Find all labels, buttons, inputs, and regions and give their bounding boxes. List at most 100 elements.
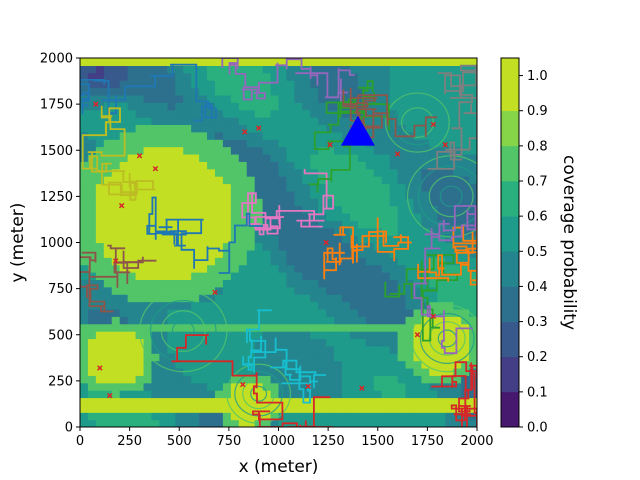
y-tick-label: 500	[48, 328, 73, 343]
heatmap-cell	[373, 131, 383, 140]
heatmap-cell	[453, 235, 462, 244]
heatmap-cell	[119, 94, 129, 103]
heatmap-cell	[389, 279, 399, 288]
heatmap-cell	[286, 264, 295, 273]
heatmap-cell	[365, 404, 375, 413]
heatmap-cell	[405, 65, 415, 74]
heatmap-cell	[413, 242, 423, 251]
heatmap-cell	[429, 331, 438, 340]
heatmap-cell	[143, 242, 153, 251]
heatmap-cell	[357, 198, 367, 207]
heatmap-cell	[397, 419, 407, 427]
heatmap-cell	[119, 235, 129, 244]
heatmap-cell	[167, 94, 176, 103]
heatmap-cell	[262, 87, 272, 96]
heatmap-cell	[413, 161, 423, 170]
heatmap-cell	[349, 220, 359, 229]
heatmap-cell	[469, 65, 477, 74]
heatmap-cell	[318, 286, 327, 295]
heatmap-cell	[413, 117, 423, 126]
heatmap-cell	[270, 102, 280, 111]
heatmap-cell	[119, 198, 129, 207]
heatmap-cell	[103, 353, 113, 362]
heatmap-cell	[159, 235, 168, 244]
heatmap-cell	[389, 235, 399, 244]
heatmap-cell	[286, 102, 295, 111]
heatmap-cell	[159, 404, 168, 413]
heatmap-cell	[437, 404, 446, 413]
heatmap-cell	[254, 272, 264, 280]
heatmap-cell	[175, 131, 184, 140]
heatmap-cell	[349, 360, 359, 369]
heatmap-cell	[445, 153, 454, 162]
heatmap-cell	[87, 205, 97, 214]
heatmap-cell	[270, 404, 280, 413]
heatmap-cell	[373, 176, 383, 185]
heatmap-cell	[135, 390, 145, 399]
heatmap-cell	[302, 308, 311, 317]
heatmap-cell	[342, 198, 351, 207]
heatmap-cell	[119, 323, 129, 332]
heatmap-cell	[286, 294, 295, 303]
heatmap-cell	[262, 360, 272, 369]
heatmap-cell	[175, 190, 184, 199]
uav-trajectory	[221, 58, 355, 103]
heatmap-cell	[349, 390, 359, 399]
heatmap-cell	[143, 124, 153, 133]
heatmap-cell	[87, 382, 97, 391]
heatmap-cell	[389, 205, 399, 214]
heatmap-cell	[469, 360, 477, 369]
heatmap-cell	[95, 80, 105, 89]
heatmap-cell	[365, 183, 375, 192]
heatmap-cell	[429, 404, 438, 413]
heatmap-cell	[302, 131, 311, 140]
heatmap-cell	[135, 102, 145, 111]
heatmap-cell	[318, 323, 327, 332]
heatmap-cell	[167, 286, 176, 295]
heatmap-cell	[294, 161, 303, 170]
heatmap-cell	[294, 72, 303, 81]
heatmap-cell	[413, 382, 423, 391]
uav-trajectory	[80, 244, 157, 313]
start-marker	[107, 392, 113, 399]
heatmap-cell	[80, 272, 89, 280]
heatmap-cell	[199, 257, 208, 266]
heatmap-cell	[127, 390, 137, 399]
heatmap-cell	[389, 367, 399, 376]
heatmap-cell	[151, 272, 160, 280]
heatmap-cell	[191, 124, 200, 133]
heatmap-cell	[294, 404, 303, 413]
heatmap-cell	[326, 220, 335, 229]
heatmap-cell	[381, 183, 391, 192]
heatmap-cell	[334, 404, 343, 413]
heatmap-cell	[262, 323, 272, 332]
heatmap-cell	[127, 286, 137, 295]
heatmap-cell	[262, 412, 272, 421]
heatmap-cell	[167, 109, 176, 118]
heatmap-cell	[135, 404, 145, 413]
heatmap-cell	[381, 131, 391, 140]
heatmap-cell	[167, 72, 176, 81]
heatmap-cell	[381, 390, 391, 399]
heatmap-cell	[95, 397, 105, 406]
heatmap-cell	[191, 176, 200, 185]
heatmap-cell	[413, 235, 423, 244]
heatmap-cell	[349, 286, 359, 295]
heatmap-cell	[254, 249, 264, 258]
heatmap-cell	[349, 301, 359, 310]
heatmap-cell	[286, 323, 295, 332]
heatmap-cell	[214, 345, 224, 354]
ripple-ring	[160, 310, 206, 352]
heatmap-cell	[453, 168, 462, 177]
heatmap-cell	[349, 272, 359, 280]
heatmap-cell	[207, 124, 216, 133]
heatmap-cell	[159, 367, 168, 376]
heatmap-cell	[397, 242, 407, 251]
heatmap-cell	[357, 58, 367, 66]
heatmap-cell	[135, 80, 145, 89]
heatmap-cell	[365, 205, 375, 214]
heatmap-cell	[246, 294, 256, 303]
heatmap-cell	[167, 412, 176, 421]
heatmap-cell	[389, 190, 399, 199]
heatmap-cell	[80, 360, 89, 369]
